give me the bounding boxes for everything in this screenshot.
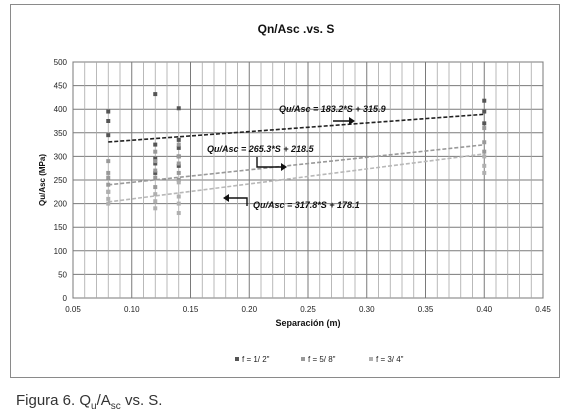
y-tick-label: 50 [58,270,67,279]
data-point [176,142,181,147]
chart-title: Qn/Asc .vs. S [258,22,335,36]
y-tick-label: 300 [54,152,68,161]
caption-suffix: vs. S. [120,392,163,409]
data-point [153,175,158,180]
data-point [176,106,181,111]
data-point [153,206,158,211]
data-point [106,189,111,194]
data-point [176,194,181,199]
y-tick-label: 200 [54,200,68,209]
x-tick-label: 0.35 [418,305,434,314]
data-point [482,170,487,175]
chart-frame: 0 50 100 150 200 250 300 350 400 450 500 0.05 0.10 0.… [10,4,560,378]
annotation-arrowhead [223,194,229,202]
x-tick-label: 0.25 [300,305,316,314]
legend-marker [301,357,305,361]
annotation-arrow-line [256,157,283,168]
annotation-arrowhead [349,117,355,125]
x-tick-label: 0.10 [124,305,140,314]
y-tick-label: 450 [54,82,68,91]
data-point [176,170,181,175]
data-point [153,192,158,197]
data-point [106,133,111,138]
data-point [153,168,158,173]
x-axis-label: Separación (m) [275,318,340,328]
data-point [153,149,158,154]
trend-equation-1: Qu/Asc = 265.3*S + 218.5 [207,144,315,154]
data-point [176,178,181,182]
annotation-arrow-line [227,197,248,206]
legend-label: f = 1/ 2" [242,355,270,364]
data-point [106,201,111,206]
data-point [153,161,158,166]
x-tick-label: 0.05 [65,305,81,314]
trendline-0 [108,113,485,143]
x-tick-label: 0.30 [359,305,375,314]
x-tick-label: 0.45 [535,305,551,314]
y-axis-label: Qu/Asc (MPa) [38,154,47,206]
x-tick-label: 0.40 [476,305,492,314]
data-point [176,180,181,185]
data-point [482,121,487,126]
data-point [482,126,487,131]
data-point [153,159,158,164]
y-tick-label: 150 [54,223,68,232]
data-point [153,142,158,147]
data-point [176,161,181,166]
data-point [106,196,111,201]
data-point [176,137,181,142]
trendline-1 [108,143,485,186]
legend-label: f = 3/ 4" [376,355,404,364]
figure-caption: Figura 6. Qu/Asc vs. S. [16,392,162,412]
data-point [106,175,111,180]
y-tick-label: 100 [54,247,68,256]
y-tick-label: 250 [54,176,68,185]
data-point [482,140,487,145]
y-tick-label: 500 [54,58,68,67]
legend-marker [235,357,239,361]
scatter-chart: 0 50 100 150 200 250 300 350 400 450 500 0.05 0.10 0.… [38,22,551,364]
data-point [153,92,158,97]
x-tick-label: 0.15 [183,305,199,314]
data-point [482,163,487,168]
data-point [153,170,158,175]
data-point [176,201,181,206]
data-point [176,211,181,216]
data-point [153,156,158,161]
x-tick-label: 0.20 [241,305,257,314]
data-point [106,109,111,114]
y-tick-label: 400 [54,105,68,114]
data-point [482,154,487,159]
caption-sub1: u [91,401,97,412]
data-point [153,185,158,190]
data-point [176,154,181,159]
trendline-2 [108,153,485,203]
caption-sub2: sc [110,401,121,412]
legend-label: f = 5/ 8" [308,355,336,364]
caption-prefix: Figura 6. Q [16,392,92,409]
annotation-arrowhead [281,163,287,171]
data-point [176,145,181,150]
legend-marker [369,357,373,361]
data-point [106,119,111,123]
y-tick-label: 0 [63,294,68,303]
y-tick-label: 350 [54,129,68,138]
data-point [482,98,487,103]
data-point [106,182,111,187]
data-point [176,163,181,168]
data-point [482,149,487,154]
data-point [482,109,487,114]
data-point [106,170,111,175]
trend-equation-0: Qu/Asc = 183.2*S + 315.9 [279,104,386,114]
data-point [106,159,111,164]
data-point [153,199,158,204]
trend-equation-2: Qu/Asc = 317.8*S + 178.1 [253,200,360,210]
caption-mid: /A [96,392,111,409]
